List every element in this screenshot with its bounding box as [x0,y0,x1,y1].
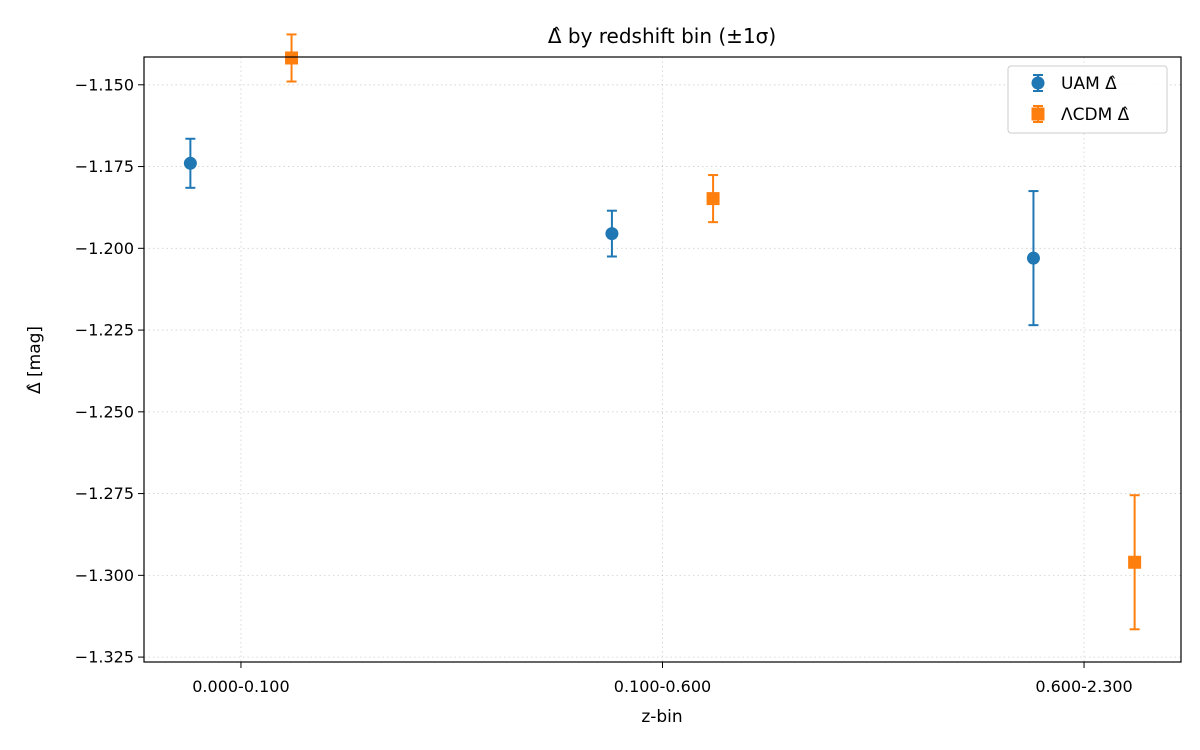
y-tick-label: −1.200 [75,239,134,258]
x-tick-label: 0.600-2.300 [1035,677,1132,696]
x-axis-title: z-bin [641,707,682,727]
y-tick-label: −1.275 [75,484,134,503]
data-point-uam [1026,251,1040,265]
chart-title: Δ̂ by redshift bin (±1σ) [548,24,776,48]
data-marks [183,33,1142,631]
y-axis-title: Δ̂ [mag] [25,326,45,394]
y-tick-label: −1.150 [75,75,134,94]
y-tick-label: −1.225 [75,321,134,340]
legend-frame [1007,65,1168,134]
data-point-lcdm [285,51,299,65]
data-point-uam [605,227,619,241]
y-tick-label: −1.300 [75,566,134,585]
data-point-uam [183,156,197,170]
y-tick-label: −1.250 [75,402,134,421]
legend: UAM Δ̂ ΛCDM Δ̂ [1007,65,1168,134]
legend-marker-lcdm [1031,107,1045,121]
data-point-lcdm [706,192,720,206]
grid-lines [144,57,1181,662]
legend-marker-uam [1031,76,1045,90]
legend-label: ΛCDM Δ̂ [1061,105,1130,125]
data-point-lcdm [1128,555,1142,569]
y-tick-label: −1.175 [75,157,134,176]
legend-label: UAM Δ̂ [1061,74,1117,94]
x-tick-label: 0.000-0.100 [192,677,289,696]
y-tick-label: −1.325 [75,648,134,667]
axis-ticks: −1.325 −1.300 −1.275 −1.250 −1.225 −1.200 −1.1… [75,75,1133,696]
x-tick-label: 0.100-0.600 [614,677,711,696]
